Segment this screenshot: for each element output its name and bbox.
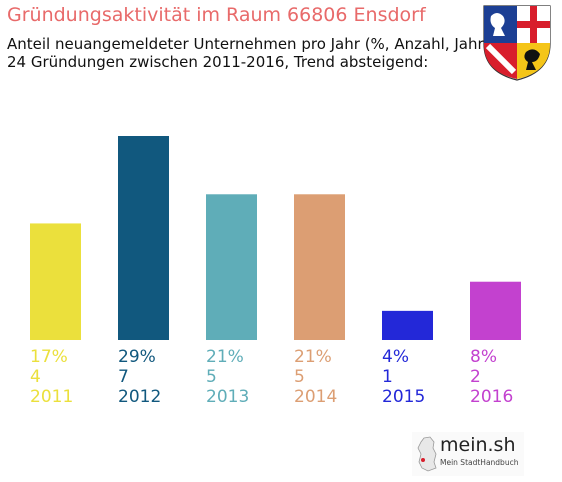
coat-of-arms-icon: [483, 5, 551, 81]
percent-label-2015: 4%: [382, 347, 409, 367]
count-label-2012: 7: [118, 367, 129, 387]
mein-sh-logo[interactable]: mein.sh Mein StadtHandbuch: [412, 432, 524, 476]
subtitle-line-1: Anteil neuangemeldeter Unternehmen pro J…: [7, 35, 490, 53]
subtitle-line-2: 24 Gründungen zwischen 2011-2016, Trend …: [7, 53, 429, 71]
percent-label-2014: 21%: [294, 347, 332, 367]
count-label-2014: 5: [294, 367, 305, 387]
bar-2012: [118, 136, 169, 340]
count-label-2011: 4: [30, 367, 41, 387]
logo-name: mein.sh: [440, 434, 516, 456]
count-label-2016: 2: [470, 367, 481, 387]
percent-label-2012: 29%: [118, 347, 156, 367]
year-label-2014: 2014: [294, 387, 338, 407]
percent-label-2016: 8%: [470, 347, 497, 367]
year-label-2011: 2011: [30, 387, 74, 407]
chart-title: Gründungsaktivität im Raum 66806 Ensdorf: [7, 4, 426, 26]
chart-subtitle: Anteil neuangemeldeter Unternehmen pro J…: [7, 35, 490, 71]
count-label-2015: 1: [382, 367, 393, 387]
year-label-2013: 2013: [206, 387, 250, 407]
bar-2014: [294, 194, 345, 340]
year-label-2015: 2015: [382, 387, 426, 407]
count-label-2013: 5: [206, 367, 217, 387]
year-label-2016: 2016: [470, 387, 514, 407]
logo-tagline: Mein StadtHandbuch: [440, 458, 519, 467]
year-label-2012: 2012: [118, 387, 162, 407]
bar-2013: [206, 194, 257, 340]
bar-2011: [30, 223, 81, 340]
percent-label-2013: 21%: [206, 347, 244, 367]
percent-label-2011: 17%: [30, 347, 68, 367]
bar-2015: [382, 310, 433, 340]
bar-2016: [470, 281, 521, 340]
germany-map-icon: [417, 436, 437, 472]
